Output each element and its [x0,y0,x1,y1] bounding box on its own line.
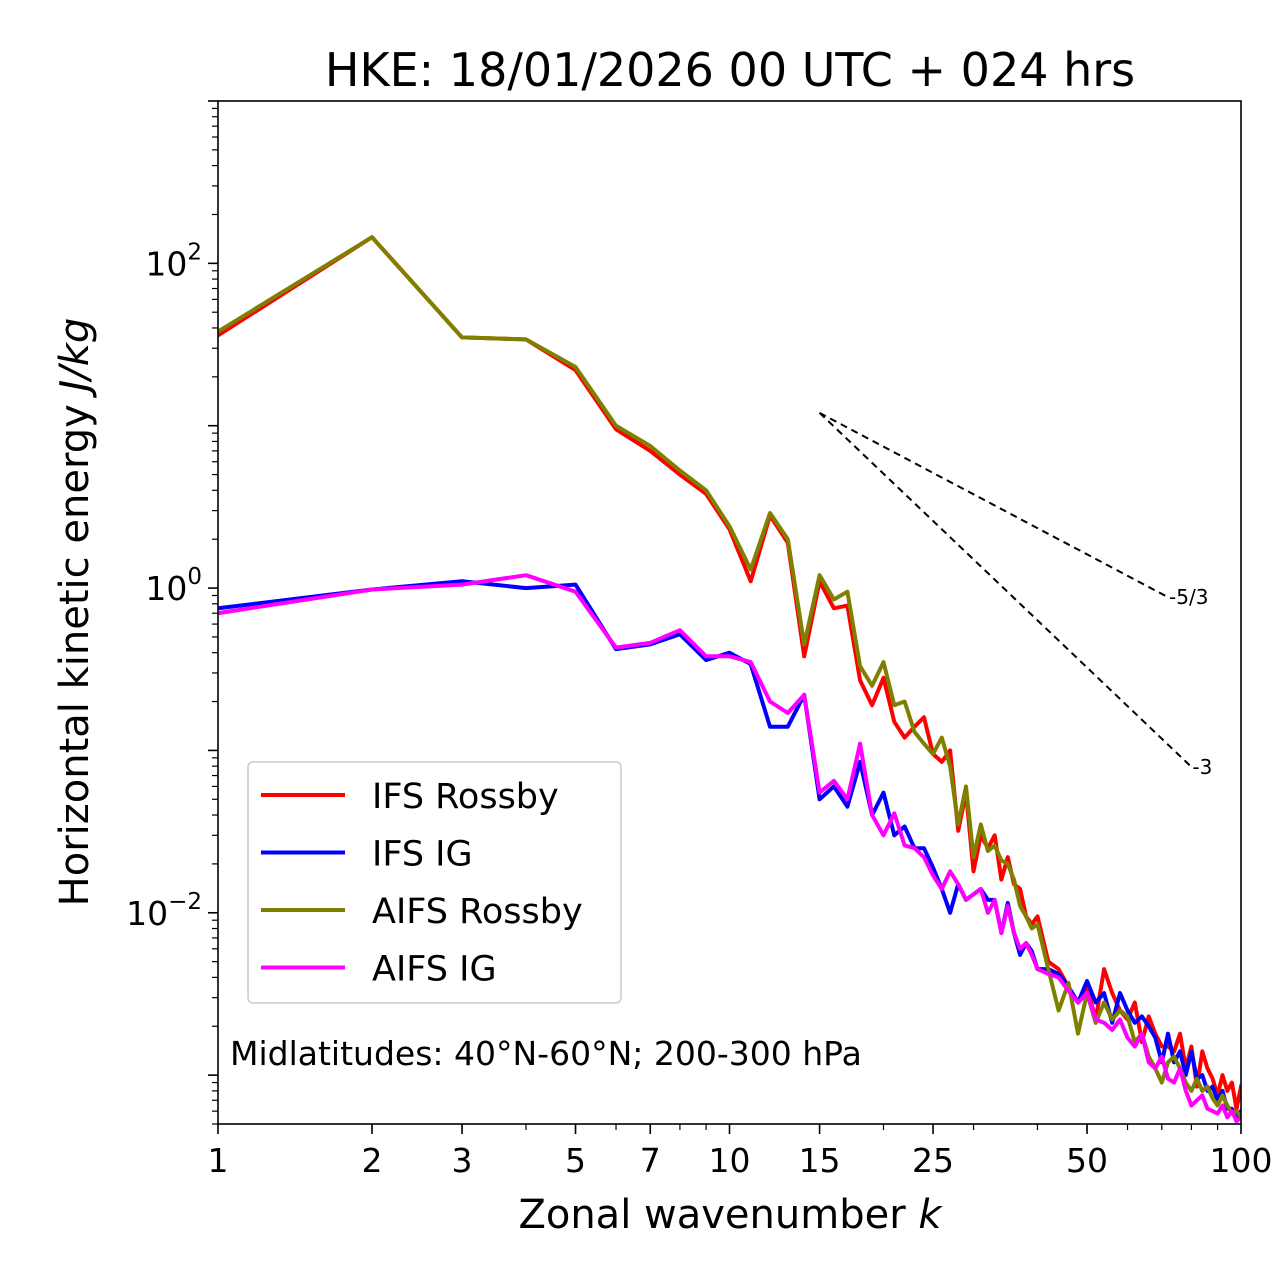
x-tick-label: 50 [1066,1141,1108,1180]
slope-label: -5/3 [1169,585,1208,609]
plot-frame [217,100,1242,1125]
y-tick-base: 10 [126,894,168,933]
legend-label: IFS Rossby [372,777,559,817]
legend-box [247,761,622,1004]
legend: IFS Rossby IFS IG AIFS Rossby AIFS IG [247,761,622,1004]
x-tick-label: 5 [565,1141,586,1180]
x-tick-label: 10 [709,1141,751,1180]
slope-line [819,411,1169,599]
slope-label: -3 [1192,755,1212,779]
series-layer [218,235,1241,1124]
legend-label: AIFS Rossby [372,892,583,932]
x-tick-label: 15 [799,1141,841,1180]
slope-line [818,412,1193,768]
reference-slopes: -5/3 -3 [818,411,1212,779]
y-tick-base: 10 [145,569,187,608]
region-annotation: Midlatitudes: 40°N-60°N; 200-300 hPa [230,1034,862,1073]
legend-label: IFS IG [372,835,473,875]
y-minor-ticks [212,107,218,1125]
x-axis-ticks: 1 2 3 5 7 10 15 25 50 100 [208,1124,1273,1180]
y-tick-exponent: 2 [187,239,202,265]
y-tick-exponent: 0 [187,564,202,590]
x-tick-label: 7 [640,1141,661,1180]
x-tick-label: 100 [1210,1141,1273,1180]
y-axis-label: Horizontal kinetic energy J/kg [52,318,98,907]
y-tick-base: 10 [145,244,187,283]
series-line-aifs-ig [218,573,1241,1124]
y-tick-label: 10−2 [126,889,202,933]
x-tick-label: 2 [361,1141,382,1180]
y-tick-label: 102 [145,239,202,283]
legend-label: AIFS IG [372,950,497,990]
y-tick-label: 100 [145,564,202,608]
x-axis-label: Zonal wavenumber k [518,1192,943,1238]
chart-title: HKE: 18/01/2026 00 UTC + 024 hrs [325,43,1135,97]
x-minor-ticks [371,1124,1219,1130]
y-tick-exponent: −2 [168,889,202,915]
x-tick-label: 3 [452,1141,473,1180]
x-tick-label: 1 [208,1141,229,1180]
x-tick-label: 25 [912,1141,954,1180]
